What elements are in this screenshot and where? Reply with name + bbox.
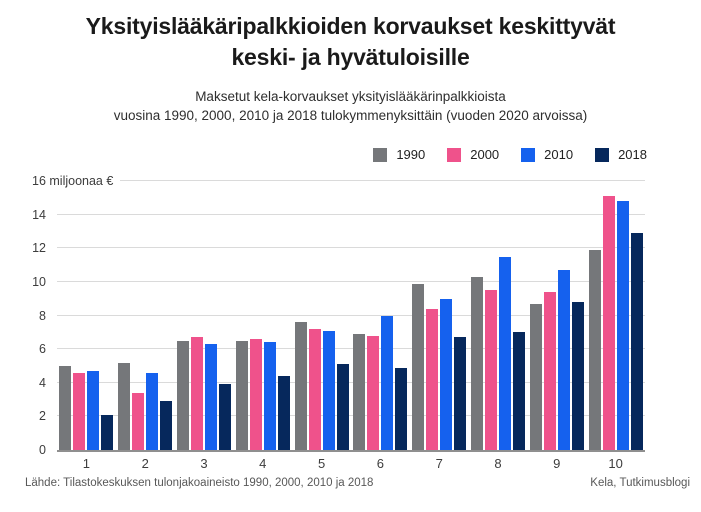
bar-2010-decile-4 — [263, 342, 276, 450]
legend-item-2018: 2018 — [595, 147, 647, 162]
bar-2000-decile-4 — [249, 339, 262, 450]
bar-2010-decile-6 — [381, 315, 394, 450]
bar-1990-decile-2 — [118, 362, 131, 450]
chart-legend: 1990 2000 2010 2018 — [373, 147, 647, 162]
legend-label-1990: 1990 — [396, 147, 426, 162]
bar-2010-decile-8 — [499, 256, 511, 450]
bar-2018-decile-7 — [454, 337, 467, 450]
y-tick-14: 14 — [32, 207, 46, 222]
y-tick-2: 2 — [39, 409, 46, 424]
bar-2018-decile-2 — [160, 401, 173, 450]
bar-2018-decile-1 — [101, 414, 114, 450]
y-tick-8: 8 — [39, 308, 46, 323]
chart-subtitle: Maksetut kela-korvaukset yksityislääkäri… — [0, 87, 701, 125]
legend-item-2000: 2000 — [447, 147, 499, 162]
legend-swatch-2000 — [447, 147, 462, 162]
chart-subtitle-line1: Maksetut kela-korvaukset yksityislääkäri… — [195, 89, 506, 104]
bar-2000-decile-1 — [73, 372, 86, 450]
bar-2018-decile-8 — [513, 332, 525, 450]
bar-1990-decile-5 — [294, 322, 307, 450]
bar-1990-decile-10 — [588, 249, 601, 450]
bar-2000-decile-2 — [132, 392, 145, 450]
legend-label-2000: 2000 — [470, 147, 500, 162]
bar-2010-decile-1 — [87, 370, 100, 450]
bar-1990-decile-1 — [59, 365, 72, 450]
bar-1990-decile-8 — [471, 276, 483, 450]
chart-footer: Lähde: Tilastokeskuksen tulonjakoaineist… — [25, 477, 690, 489]
bar-2000-decile-10 — [602, 196, 615, 450]
credit-text: Kela, Tutkimusblogi — [590, 477, 690, 489]
bar-1990-decile-3 — [177, 340, 189, 450]
bar-2010-decile-7 — [440, 298, 453, 450]
plot-area — [57, 180, 645, 452]
x-tick-7: 7 — [435, 456, 443, 471]
chart-title-line1: Yksityislääkäripalkkioiden korvaukset ke… — [85, 13, 616, 39]
bar-2000-decile-7 — [426, 308, 439, 450]
bar-2000-decile-6 — [367, 335, 380, 450]
bar-2000-decile-5 — [308, 328, 321, 450]
gridline-12 — [57, 247, 645, 249]
legend-swatch-1990 — [373, 147, 388, 162]
x-tick-2: 2 — [141, 456, 149, 471]
x-tick-9: 9 — [553, 456, 561, 471]
bar-2018-decile-10 — [630, 233, 643, 450]
bar-2000-decile-9 — [543, 291, 556, 450]
bar-1990-decile-6 — [353, 334, 366, 450]
y-tick-4: 4 — [39, 375, 46, 390]
legend-item-1990: 1990 — [373, 147, 425, 162]
bar-2010-decile-9 — [557, 270, 570, 450]
x-tick-8: 8 — [494, 456, 502, 471]
bar-1990-decile-4 — [235, 340, 248, 450]
legend-item-2010: 2010 — [521, 147, 573, 162]
gridline-14 — [57, 213, 645, 215]
bar-2000-decile-8 — [485, 290, 497, 450]
chart-title-line2: keski- ja hyvätuloisille — [231, 44, 470, 70]
y-tick-12: 12 — [32, 241, 46, 256]
x-tick-1: 1 — [82, 456, 91, 471]
legend-label-2010: 2010 — [544, 147, 574, 162]
gridline-8 — [57, 314, 645, 316]
bar-2000-decile-3 — [191, 337, 203, 450]
legend-swatch-2018 — [595, 147, 610, 162]
gridline-10 — [57, 280, 645, 282]
x-tick-4: 4 — [259, 456, 267, 471]
legend-swatch-2010 — [521, 147, 536, 162]
bar-2010-decile-2 — [146, 372, 159, 450]
bar-2018-decile-5 — [336, 364, 349, 450]
chart-title: Yksityislääkäripalkkioiden korvaukset ke… — [0, 11, 701, 73]
bar-2018-decile-3 — [219, 384, 231, 450]
bar-1990-decile-9 — [529, 303, 542, 450]
x-tick-3: 3 — [200, 456, 208, 471]
bar-1990-decile-7 — [412, 283, 425, 450]
gridline-4 — [57, 381, 645, 383]
x-tick-10: 10 — [608, 456, 623, 471]
bar-2018-decile-9 — [571, 302, 584, 450]
bar-2010-decile-10 — [616, 201, 629, 450]
y-tick-0: 0 — [39, 443, 46, 457]
chart-subtitle-line2: vuosina 1990, 2000, 2010 ja 2018 tulokym… — [113, 108, 588, 123]
x-tick-6: 6 — [376, 456, 385, 471]
gridline-6 — [57, 348, 645, 350]
gridline-2 — [57, 415, 645, 417]
bar-2018-decile-4 — [277, 376, 290, 450]
y-axis-unit-label: 16 miljoonaa € — [32, 173, 121, 189]
y-tick-10: 10 — [32, 274, 46, 289]
bar-2018-decile-6 — [395, 367, 408, 450]
source-text: Lähde: Tilastokeskuksen tulonjakoaineist… — [25, 477, 374, 489]
y-tick-6: 6 — [39, 342, 46, 357]
bar-2010-decile-5 — [322, 330, 335, 450]
legend-label-2018: 2018 — [618, 147, 647, 162]
gridline-16 — [57, 180, 645, 181]
x-tick-5: 5 — [317, 456, 326, 471]
bar-2010-decile-3 — [205, 344, 217, 450]
